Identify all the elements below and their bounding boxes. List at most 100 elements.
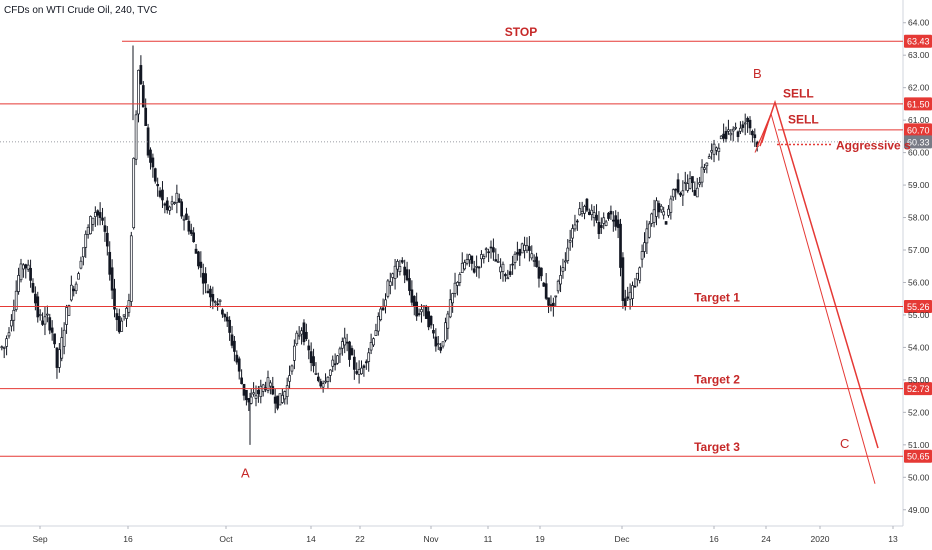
candle-body [468,254,471,261]
point-b-label: B [753,66,762,81]
candle-body [463,262,466,270]
candle [451,292,454,313]
candle-body [201,272,205,284]
candle-body [511,263,514,266]
candle [77,271,80,280]
candle [595,204,598,224]
candle-body [338,348,342,355]
candle-body [561,267,565,272]
time-axis[interactable]: Sep 16 Oct 14 22 Nov 11 19 Dec 16 24 2020 13 [32,526,898,544]
price-axis[interactable]: 64.00 63.00 62.00 61.00 60.00 59.00 58.00 57.00… [903,18,930,515]
candle [89,215,92,235]
level-price-tag: 63.43 [904,34,932,48]
candle-body [182,218,186,221]
candle-body [297,334,301,337]
candle [540,267,543,282]
candle [81,247,85,266]
candle-body [233,340,236,352]
price-tick-label: 56.00 [908,277,930,287]
candle-body [456,282,459,286]
candle [583,204,586,220]
levels-layer: 63.43 STOP 61.50 60.70 55.26 Target 1 52.73 Tar… [0,25,932,463]
candle [707,153,711,159]
candle-body [580,211,584,214]
candle [405,261,409,282]
candle-body [415,301,419,317]
candle [734,122,737,131]
candle-body [345,341,349,344]
candle [693,181,697,197]
candle-body [293,345,296,361]
candle-body [528,246,531,251]
candle [115,308,119,331]
price-tick-label: 61.00 [908,115,930,125]
candle-body [101,217,104,221]
candle [739,121,742,135]
candle-body [316,376,320,381]
candle [62,322,66,355]
candle [549,295,553,312]
candle-body [125,307,128,319]
candle-body [62,329,66,347]
candle [134,110,138,166]
price-tick-label: 59.00 [908,180,930,190]
candle [611,211,615,232]
candle-body [309,351,313,364]
candle [149,147,152,170]
time-tick-label: 24 [761,534,771,544]
candle-body [34,293,37,304]
candle-body [372,338,375,346]
candle [441,341,445,349]
candle [422,305,426,317]
candle-body [50,327,54,333]
candle-body [151,157,155,168]
candle [513,251,517,270]
level-tag-bg [904,97,932,111]
candle [283,390,287,405]
candle-body [492,247,495,253]
candle-body [146,127,150,156]
candle-body [446,313,450,329]
candle-body [324,380,327,383]
candle [381,298,385,311]
candle [671,188,675,201]
candle [340,337,344,356]
level-name: STOP [505,25,537,39]
candle [688,171,692,190]
candle-body [271,386,275,395]
candle-body [19,263,23,281]
candle [252,382,255,397]
point-c-label: C [840,436,849,451]
candle [470,255,474,271]
price-tick-label: 63.00 [908,50,930,60]
candle [163,202,167,214]
candle [194,243,198,254]
candle [355,362,359,375]
candle-body [360,367,363,375]
sell-label-1: SELL [783,86,814,100]
candle [506,269,510,280]
candle-body [676,179,680,193]
candle [530,245,534,261]
overlays-layer: SELL SELL Aggressive s A B C [241,66,911,484]
candle-body [400,260,404,263]
candle-body [444,322,447,341]
candle [679,191,682,197]
candle [417,308,421,317]
candle [350,345,354,356]
candle [108,241,112,281]
candle [237,356,241,380]
candle-body [592,212,596,219]
candle [338,346,342,363]
candle-body [448,299,452,318]
candle [408,269,411,296]
candle-body [429,315,433,326]
candle-body [384,299,387,307]
candle [305,323,308,342]
candle [650,212,654,227]
candle-body [532,260,536,262]
candle-body [729,132,733,136]
candle-body [664,221,668,225]
candle [518,248,522,266]
